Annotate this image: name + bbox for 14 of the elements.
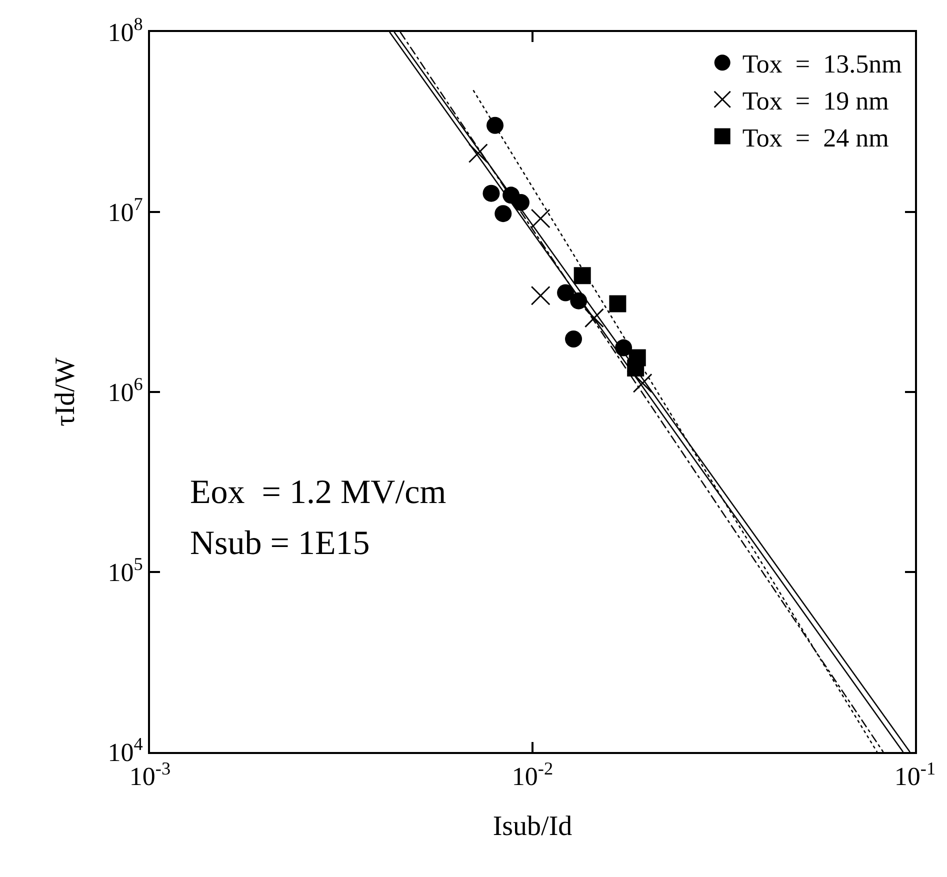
y-tick-label: 10$^{5}$ <box>108 554 143 588</box>
legend-label: Tox = 24 nm <box>742 123 889 152</box>
y-tick-label: 10$^{8}$ <box>108 14 143 48</box>
x-tick-label: 10$^{-2}$ <box>512 758 554 792</box>
x-tick-label: 10$^{-1}$ <box>894 758 936 792</box>
y-tick-label: 10$^{6}$ <box>108 374 143 408</box>
legend-label: Tox = 19 nm <box>742 86 889 116</box>
annotation: Nsub = 1E15 <box>190 525 370 562</box>
x-axis-title: Isub/Id <box>492 810 572 842</box>
annotation: Eox = 1.2 MV/cm <box>190 474 446 511</box>
y-tick-label: 10$^{7}$ <box>108 194 143 228</box>
legend-label: Tox = 13.5nm <box>742 50 902 79</box>
y-axis-title: τId/W <box>50 357 81 426</box>
y-tick-label: 10$^{4}$ <box>108 734 143 768</box>
